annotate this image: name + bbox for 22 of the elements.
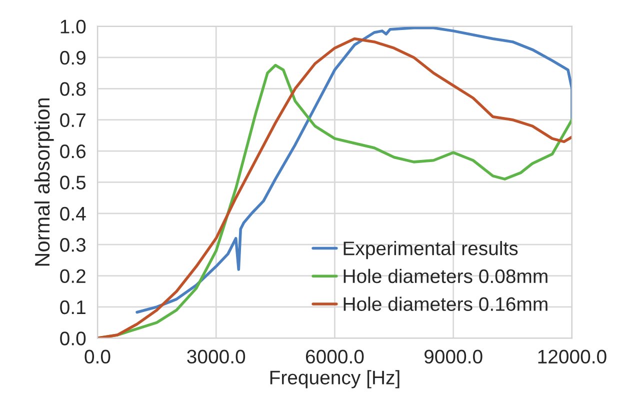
legend-label: Hole diameters 0.16mm <box>344 296 548 311</box>
x-tick-label: 6000.0 <box>306 350 364 364</box>
y-tick-label: 0.3 <box>60 238 86 252</box>
x-tick-label: 9000.0 <box>424 350 482 364</box>
y-axis-title: Normal absorption <box>34 98 54 266</box>
x-tick-label: 12000.0 <box>538 350 606 364</box>
y-tick-label: 1.0 <box>60 20 86 34</box>
y-tick-label: 0.9 <box>60 50 86 65</box>
y-tick-label: 0.1 <box>60 300 86 314</box>
y-tick-label: 0.2 <box>60 269 86 284</box>
x-tick-label: 0.0 <box>84 350 110 364</box>
x-axis-title: Frequency [Hz] <box>270 370 400 388</box>
y-tick-label: 0.6 <box>60 144 86 158</box>
y-tick-label: 0.7 <box>60 113 86 128</box>
legend-label: Experimental results <box>344 240 518 260</box>
y-tick-label: 0.5 <box>60 176 86 190</box>
line-series <box>136 26 572 314</box>
x-tick-label: 3000.0 <box>187 350 246 364</box>
y-tick-label: 0.4 <box>60 206 86 221</box>
y-tick-label: 0.8 <box>60 82 86 96</box>
y-tick-label: 0.0 <box>60 332 86 346</box>
legend-label: Hole diameters 0.08mm <box>344 268 548 284</box>
